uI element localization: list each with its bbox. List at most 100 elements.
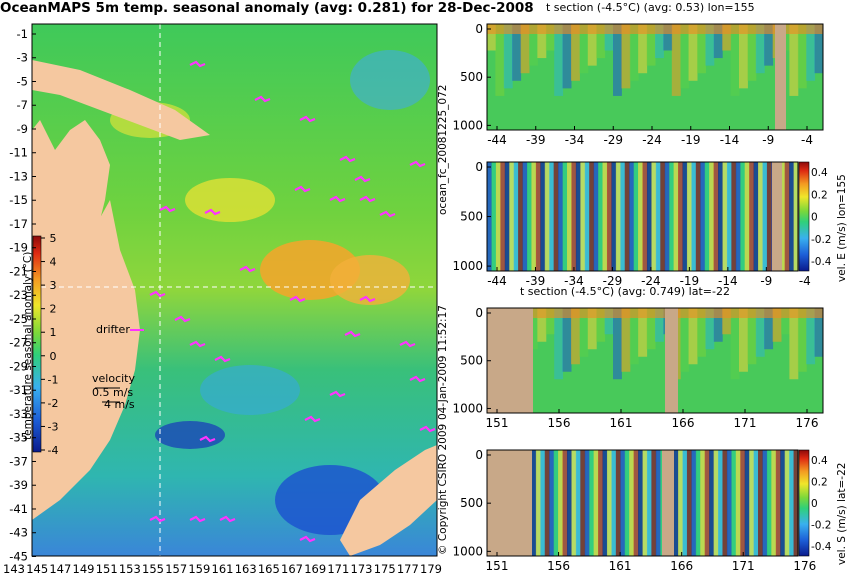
section-stripe bbox=[554, 308, 564, 380]
section-stripe bbox=[713, 450, 719, 556]
velocity-colorbar-tick-label: -0.4 bbox=[811, 256, 832, 268]
colorbar-tick-label: -1 bbox=[48, 373, 59, 386]
section-stripe bbox=[606, 162, 612, 271]
section-stripe bbox=[655, 450, 661, 556]
section-stripe bbox=[704, 450, 710, 556]
section-stripe bbox=[678, 450, 683, 556]
map-lon-label: 165 bbox=[258, 562, 280, 576]
map-lon-label: 167 bbox=[281, 562, 303, 576]
section-x-tick-label: 161 bbox=[609, 559, 632, 573]
section-stripe bbox=[613, 24, 622, 96]
section-stripe bbox=[558, 162, 564, 271]
section-stripe bbox=[758, 450, 763, 556]
section-stripe bbox=[713, 24, 723, 59]
section-stripe bbox=[806, 308, 816, 365]
section-x-tick-label: -14 bbox=[718, 274, 738, 288]
map-frame bbox=[31, 23, 438, 557]
section-stripe bbox=[784, 450, 790, 556]
map-lat-label: -25 bbox=[9, 312, 28, 326]
section-x-tick-label: 176 bbox=[796, 416, 819, 430]
section-stripe bbox=[520, 24, 530, 74]
section-stripe bbox=[587, 24, 597, 66]
section-stripe bbox=[789, 162, 795, 271]
map-lat-label: -17 bbox=[9, 217, 28, 231]
drifter-track bbox=[254, 95, 271, 103]
section-stripe bbox=[739, 308, 748, 372]
map-lat-label: -13 bbox=[9, 169, 28, 183]
map-lon-label: 147 bbox=[49, 562, 71, 576]
surface-layer bbox=[487, 24, 823, 34]
section-stripe bbox=[646, 450, 652, 556]
section-stripe bbox=[621, 24, 631, 89]
section-stripe bbox=[509, 162, 515, 271]
section-stripe bbox=[593, 162, 599, 271]
section-stripe bbox=[537, 24, 547, 59]
land-mask bbox=[665, 308, 678, 413]
section-stripe bbox=[553, 450, 559, 556]
section-stripe bbox=[638, 162, 643, 271]
section-stripe bbox=[789, 24, 799, 96]
section-stripe bbox=[571, 308, 580, 365]
section-stripe bbox=[718, 162, 723, 271]
section-stripe bbox=[697, 308, 706, 357]
section-stripe bbox=[615, 162, 621, 271]
section-stripe bbox=[535, 450, 541, 556]
map-lat-label: -1 bbox=[17, 27, 28, 41]
section-x-tick-label: 166 bbox=[672, 416, 695, 430]
section-x-tick-label: -29 bbox=[603, 274, 623, 288]
section-x-tick-label: 171 bbox=[732, 559, 755, 573]
section-stripe bbox=[620, 162, 626, 271]
section-stripe bbox=[747, 308, 757, 365]
section-stripe bbox=[700, 450, 706, 556]
section-stripe bbox=[611, 162, 617, 271]
section-y-tick-label: 500 bbox=[460, 70, 483, 84]
section-stripe bbox=[544, 162, 550, 271]
section-stripe bbox=[680, 24, 690, 89]
section-stripe bbox=[691, 162, 697, 271]
section-x-tick-label: -4 bbox=[799, 274, 811, 288]
section-y-tick-label: 500 bbox=[460, 496, 483, 510]
section-stripe bbox=[669, 162, 675, 271]
section-stripe bbox=[571, 24, 580, 81]
section-stripe bbox=[638, 24, 648, 74]
section-x-tick-label: 151 bbox=[486, 416, 509, 430]
section-stripe bbox=[730, 24, 740, 96]
section-stripe bbox=[780, 162, 786, 271]
anomaly-map: 5 4 3 2 1 0 -1 -2 -3 -4 -1 -3 -5 -7 -9 -11 -13 -15 -17 -19… bbox=[3, 23, 442, 576]
land-mask bbox=[487, 308, 533, 413]
section3-title: t section (-4.5°C) (avg: 0.749) lat=-22 bbox=[520, 285, 730, 298]
section1-title: t section (-4.5°C) (avg: 0.53) lon=155 bbox=[546, 1, 755, 14]
section-stripe bbox=[753, 162, 759, 271]
section-stripe bbox=[749, 162, 755, 271]
section-stripe bbox=[593, 450, 599, 556]
land-mask bbox=[662, 450, 674, 556]
section-stripe bbox=[589, 450, 595, 556]
section-stripe bbox=[673, 450, 679, 556]
anomaly-colorbar bbox=[32, 235, 42, 453]
drifter-markers bbox=[149, 60, 436, 543]
section-stripe bbox=[554, 24, 564, 96]
section-x-tick-label: 166 bbox=[670, 559, 693, 573]
section-stripe bbox=[755, 308, 765, 357]
section-stripe bbox=[722, 162, 728, 271]
section-x-tick-label: -44 bbox=[487, 133, 507, 147]
velocity-colorbar-tick-label: 0 bbox=[811, 498, 818, 510]
map-lat-label: -21 bbox=[9, 264, 28, 278]
section-stripe bbox=[562, 308, 572, 372]
colorbar-tick-label: 4 bbox=[50, 256, 57, 269]
colorbar-tick-label: 1 bbox=[50, 326, 57, 339]
section-stripe bbox=[513, 162, 519, 271]
drifter-track bbox=[339, 155, 356, 163]
section-stripe bbox=[691, 450, 697, 556]
section-x-tick-label: -29 bbox=[603, 133, 623, 147]
cold-anomaly-blob bbox=[350, 50, 430, 110]
section-y-tick-label: 1000 bbox=[452, 544, 483, 558]
section-stripe bbox=[562, 450, 568, 556]
section-x-tick-label: 176 bbox=[793, 559, 816, 573]
section-stripe bbox=[584, 450, 590, 556]
section-stripe bbox=[512, 24, 522, 81]
drifter-track bbox=[379, 210, 396, 218]
section-stripe bbox=[686, 450, 692, 556]
velocity-colorbar bbox=[798, 161, 810, 272]
